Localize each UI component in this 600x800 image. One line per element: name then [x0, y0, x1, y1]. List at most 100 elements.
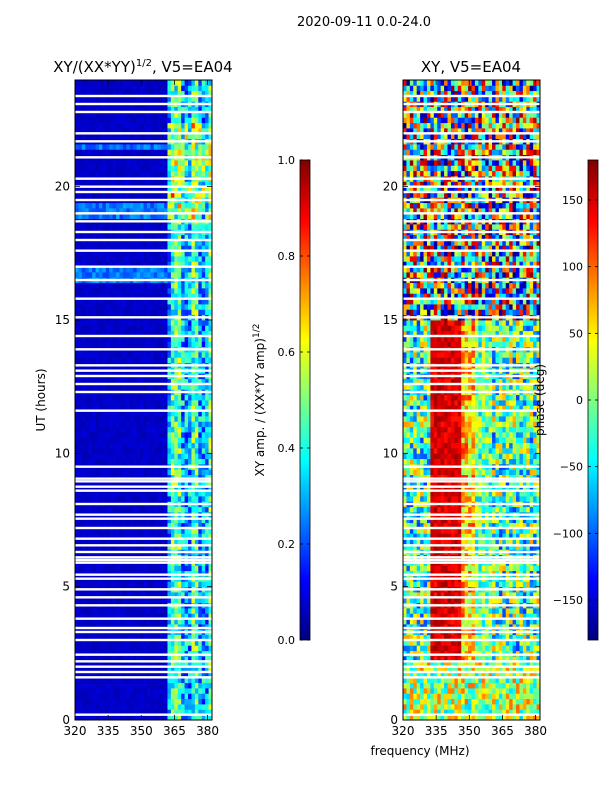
heatmap-cell [126, 666, 131, 673]
heatmap-cell [457, 714, 462, 721]
heatmap-cell [109, 80, 114, 86]
heatmap-cell [181, 266, 185, 273]
heatmap-cell [122, 309, 127, 316]
heatmap-cell [126, 437, 131, 444]
heatmap-cell [177, 645, 182, 652]
heatmap-cell [205, 496, 209, 502]
heatmap-cell [191, 714, 196, 721]
heatmap-cell [140, 421, 144, 428]
heatmap-cell [136, 165, 141, 172]
heatmap-cell [126, 490, 131, 497]
heatmap-cell [177, 677, 182, 684]
heatmap-cell [474, 698, 479, 705]
heatmap-cell [98, 133, 103, 140]
heatmap-cell [184, 304, 189, 310]
heatmap-cell [140, 618, 144, 625]
heatmap-cell [146, 85, 151, 92]
heatmap-cell [205, 693, 209, 700]
heatmap-cell [191, 544, 196, 550]
heatmap-cell [194, 117, 199, 124]
heatmap-cell [198, 400, 203, 406]
heatmap-cell [505, 709, 510, 716]
flagged-row [75, 665, 212, 668]
heatmap-cell [198, 181, 203, 188]
heatmap-cell [136, 400, 141, 406]
heatmap-cell [105, 309, 110, 316]
heatmap-cell [146, 666, 151, 673]
heatmap-cell [177, 714, 182, 721]
heatmap-cell [198, 437, 203, 444]
heatmap-cell [191, 496, 196, 502]
heatmap-cell [164, 149, 168, 156]
heatmap-cell [164, 144, 168, 150]
heatmap-cell [208, 608, 213, 614]
heatmap-cell [88, 202, 93, 209]
heatmap-cell [177, 581, 182, 588]
heatmap-cell [194, 432, 199, 438]
flagged-row [75, 140, 212, 143]
heatmap-cell [122, 325, 127, 332]
heatmap-cell [112, 517, 117, 524]
heatmap-cell [75, 421, 79, 428]
heatmap-cell [198, 394, 203, 401]
heatmap-cell [181, 293, 185, 300]
heatmap-cell [146, 688, 151, 694]
heatmap-cell [201, 90, 206, 97]
heatmap-cell [102, 634, 107, 641]
heatmap-cell [133, 405, 138, 412]
heatmap-cell [205, 485, 209, 492]
heatmap-cell [119, 128, 124, 134]
heatmap-cell [95, 266, 100, 273]
heatmap-cell [403, 709, 407, 716]
heatmap-cell [81, 698, 86, 705]
heatmap-cell [153, 336, 158, 342]
heatmap-cell [78, 704, 83, 710]
heatmap-cell [78, 618, 83, 625]
heatmap-cell [95, 496, 100, 502]
heatmap-cell [143, 672, 148, 678]
heatmap-cell [191, 192, 196, 198]
heatmap-cell [136, 528, 141, 534]
heatmap-cell [122, 661, 127, 668]
heatmap-cell [205, 112, 209, 118]
heatmap-cell [150, 394, 155, 401]
heatmap-cell [81, 640, 86, 646]
heatmap-cell [153, 330, 158, 337]
heatmap-cell [177, 704, 182, 710]
y-tick-label: 10 [55, 446, 70, 460]
heatmap-cell [191, 490, 196, 497]
heatmap-cell [98, 378, 103, 385]
heatmap-cell [92, 341, 96, 348]
heatmap-cell [153, 480, 158, 486]
heatmap-cell [122, 250, 127, 257]
heatmap-cell [177, 469, 182, 476]
heatmap-cell [188, 506, 192, 513]
heatmap-cell [167, 320, 172, 326]
heatmap-cell [191, 256, 196, 262]
heatmap-cell [184, 544, 189, 550]
heatmap-cell [95, 608, 100, 614]
amplitude-colorbar-label: XY amp. / (XX*YY amp)1/2 [252, 324, 267, 477]
flagged-row [75, 513, 212, 516]
heatmap-cell [160, 213, 165, 220]
heatmap-cell [119, 640, 124, 646]
heatmap-cell [167, 128, 172, 134]
heatmap-cell [157, 165, 162, 172]
heatmap-cell [129, 250, 134, 257]
heatmap-cell [126, 186, 131, 193]
heatmap-cell [109, 384, 114, 390]
heatmap-cell [143, 298, 148, 305]
heatmap-cell [153, 442, 158, 449]
heatmap-cell [146, 437, 151, 444]
heatmap-cell [167, 192, 172, 198]
heatmap-cell [160, 96, 165, 102]
heatmap-cell [116, 469, 120, 476]
heatmap-cell [157, 533, 162, 540]
heatmap-cell [85, 645, 90, 652]
heatmap-cell [126, 421, 131, 428]
heatmap-cell [157, 192, 162, 198]
flagged-row [75, 198, 212, 202]
heatmap-cell [160, 293, 165, 300]
heatmap-cell [129, 426, 134, 433]
heatmap-cell [102, 410, 107, 417]
